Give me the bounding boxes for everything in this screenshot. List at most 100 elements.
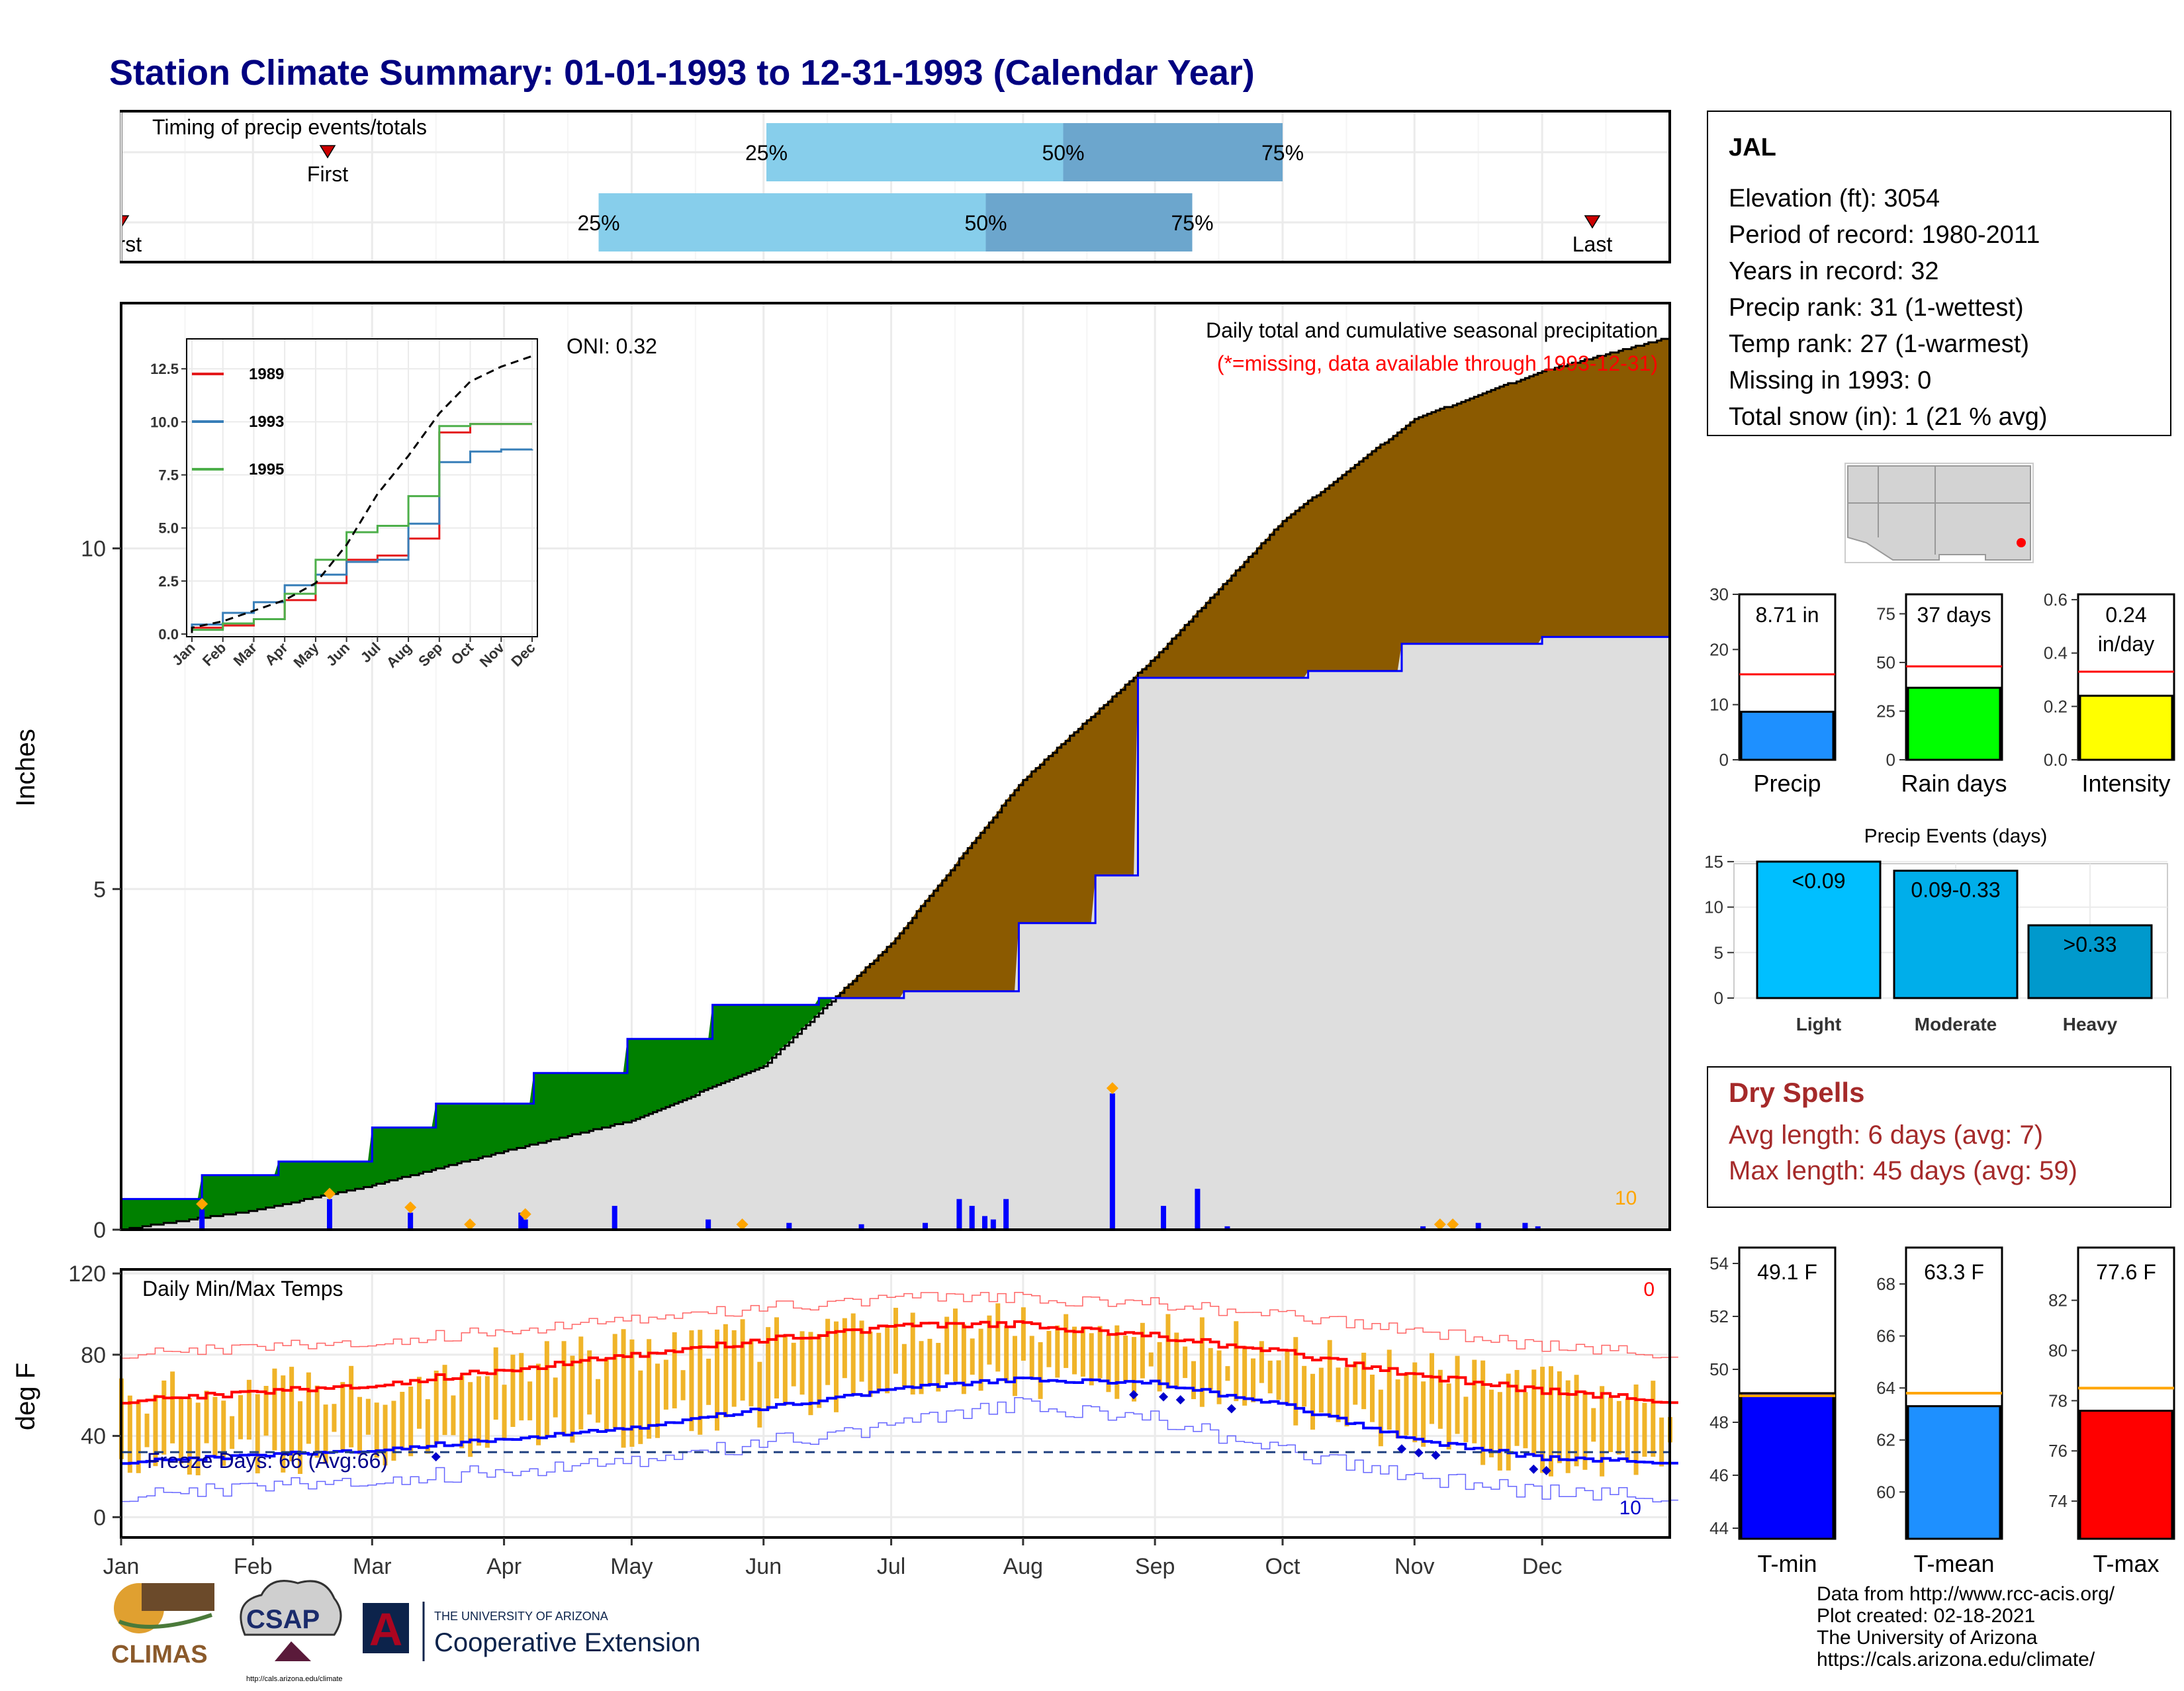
daily-temp-range-bar bbox=[527, 1381, 533, 1421]
daily-temp-range-bar bbox=[655, 1363, 660, 1438]
station-detail-line: Precip rank: 31 (1-wettest) bbox=[1729, 294, 2024, 322]
record-temp-marker bbox=[1175, 1394, 1185, 1404]
temp-stat-ytick-label: 64 bbox=[1876, 1378, 1895, 1398]
daily-temp-range-bar bbox=[612, 1334, 617, 1428]
daily-temp-range-bar bbox=[272, 1368, 277, 1451]
daily-precip-bar bbox=[990, 1219, 996, 1230]
location-map bbox=[1844, 463, 2034, 563]
daily-temp-range-bar bbox=[1251, 1358, 1255, 1402]
daily-temp-range-bar bbox=[340, 1382, 345, 1450]
daily-temp-range-bar bbox=[281, 1375, 286, 1473]
climas-logo-block bbox=[142, 1583, 214, 1611]
first-event-label: First bbox=[307, 162, 348, 186]
daily-temp-range-bar bbox=[1123, 1336, 1128, 1382]
daily-temp-range-bar bbox=[731, 1330, 737, 1407]
events-bar-heavy bbox=[2027, 924, 2153, 999]
daily-temp-range-bar bbox=[204, 1391, 209, 1443]
record-temp-marker bbox=[431, 1452, 441, 1462]
daily-temp-range-bar bbox=[1523, 1392, 1528, 1449]
daily-temp-range-bar bbox=[1497, 1392, 1502, 1471]
daily-precip-bar bbox=[1535, 1226, 1541, 1230]
daily-temp-range-bar bbox=[995, 1303, 1001, 1372]
daily-temp-range-bar bbox=[1600, 1386, 1605, 1477]
station-detail-line: Years in record: 32 bbox=[1729, 257, 1939, 285]
climas-logo-text: CLIMAS bbox=[111, 1641, 208, 1668]
inset-legend: 1989 1993 1995 bbox=[192, 365, 284, 479]
average-min-line bbox=[121, 1376, 1678, 1465]
daily-temp-range-bar bbox=[1021, 1307, 1026, 1361]
daily-temp-range-bar bbox=[825, 1318, 831, 1385]
daily-temp-range-bar bbox=[536, 1363, 541, 1445]
daily-temp-range-bar bbox=[1430, 1353, 1434, 1424]
snow-day-marker bbox=[519, 1208, 531, 1220]
daily-temp-range-bar bbox=[1642, 1402, 1647, 1457]
daily-temp-range-bar bbox=[1361, 1352, 1367, 1410]
daily-temp-range-bar bbox=[1557, 1371, 1562, 1463]
temp-stat-ytick-label: 76 bbox=[2048, 1441, 2068, 1461]
precip-title: Daily total and cumulative seasonal prec… bbox=[1206, 318, 1658, 342]
daily-temp-range-bar bbox=[1395, 1379, 1400, 1439]
daily-temp-range-bar bbox=[1633, 1384, 1639, 1475]
inset-ytick-label: 0.0 bbox=[158, 626, 179, 643]
station-detail-line: Temp rank: 27 (1-warmest) bbox=[1729, 330, 2029, 358]
stat-ytick-label: 0 bbox=[1886, 750, 1895, 770]
stat-category-label: Precip bbox=[1753, 770, 1821, 797]
daily-temp-range-bar bbox=[850, 1313, 856, 1396]
daily-temp-range-bar bbox=[1344, 1367, 1349, 1427]
timing-p50-label: 50% bbox=[1042, 141, 1084, 165]
timing-bar-early bbox=[766, 123, 1064, 181]
daily-temp-range-bar bbox=[1387, 1349, 1392, 1430]
timing-p75-label: 75% bbox=[1261, 141, 1304, 165]
record-temp-marker bbox=[1129, 1390, 1138, 1400]
daily-temp-range-bar bbox=[570, 1355, 575, 1443]
month-label-aug: Aug bbox=[1003, 1554, 1044, 1579]
daily-temp-range-bar bbox=[459, 1375, 465, 1449]
daily-temp-range-bar bbox=[408, 1387, 414, 1457]
daily-precip-bar bbox=[786, 1222, 792, 1230]
temp-stat-bar-t-max bbox=[2079, 1410, 2173, 1540]
daily-temp-range-bar bbox=[1234, 1321, 1239, 1402]
station-info-box: JAL Elevation (ft): 3054 Period of record… bbox=[1707, 111, 2171, 436]
inset-ytick-label: 5.0 bbox=[158, 520, 179, 537]
inset-ytick-label: 12.5 bbox=[150, 361, 179, 377]
daily-temp-range-bar bbox=[1285, 1351, 1290, 1404]
daily-temp-range-bar bbox=[306, 1372, 311, 1444]
stat-ytick-label: 25 bbox=[1876, 701, 1895, 721]
csap-logo-text: CSAP bbox=[246, 1605, 320, 1634]
daily-temp-range-bar bbox=[1267, 1360, 1273, 1394]
daily-temp-range-bar bbox=[1591, 1408, 1596, 1442]
temp-stats-panels: 49.1 F 44 46 48 50 52 54 T-min 63.3 F 60 62 64 66 68 T… bbox=[1709, 1246, 2175, 1577]
temp-title: Daily Min/Max Temps bbox=[142, 1277, 343, 1301]
dry-spells-title: Dry Spells bbox=[1729, 1077, 1864, 1108]
inset-ytick-label: 10.0 bbox=[150, 414, 179, 430]
record-temp-marker bbox=[1414, 1448, 1424, 1458]
temp-stat-ytick-label: 82 bbox=[2048, 1291, 2068, 1310]
dry-spells-avg: Avg length: 6 days (avg: 7) bbox=[1729, 1120, 2043, 1150]
temp-daily-bars bbox=[119, 1303, 1672, 1477]
events-ytick-label: 15 bbox=[1704, 852, 1723, 872]
ua-logo-small-text: THE UNIVERSITY OF ARIZONA bbox=[434, 1610, 608, 1623]
daily-precip-bar bbox=[1475, 1222, 1481, 1230]
month-label-mar: Mar bbox=[353, 1554, 392, 1579]
dry-spells-max: Max length: 45 days (avg: 59) bbox=[1729, 1156, 2077, 1185]
stat-value-label: 8.71 in bbox=[1755, 603, 1819, 627]
precip-ytick-label: 10 bbox=[81, 537, 106, 562]
daily-temp-range-bar bbox=[1353, 1361, 1358, 1405]
stat-ytick-label: 75 bbox=[1876, 604, 1895, 623]
month-label-apr: Apr bbox=[486, 1554, 522, 1579]
daily-temp-range-bar bbox=[179, 1398, 183, 1464]
station-name: JAL bbox=[1729, 134, 1776, 161]
daily-temp-range-bar bbox=[621, 1329, 626, 1448]
month-label-oct: Oct bbox=[1265, 1554, 1300, 1579]
csap-logo: CSAP http://cals.arizona.edu/climate bbox=[240, 1580, 343, 1683]
daily-precip-bar bbox=[1420, 1226, 1426, 1230]
temp-count-bottom: 10 bbox=[1619, 1497, 1641, 1519]
daily-temp-range-bar bbox=[1097, 1326, 1103, 1379]
stat-value-label: 37 days bbox=[1917, 603, 1991, 627]
daily-temp-range-bar bbox=[1174, 1332, 1179, 1389]
daily-temp-range-bar bbox=[298, 1401, 302, 1475]
last-event-label: Last bbox=[1572, 232, 1613, 256]
daily-temp-range-bar bbox=[349, 1365, 354, 1447]
